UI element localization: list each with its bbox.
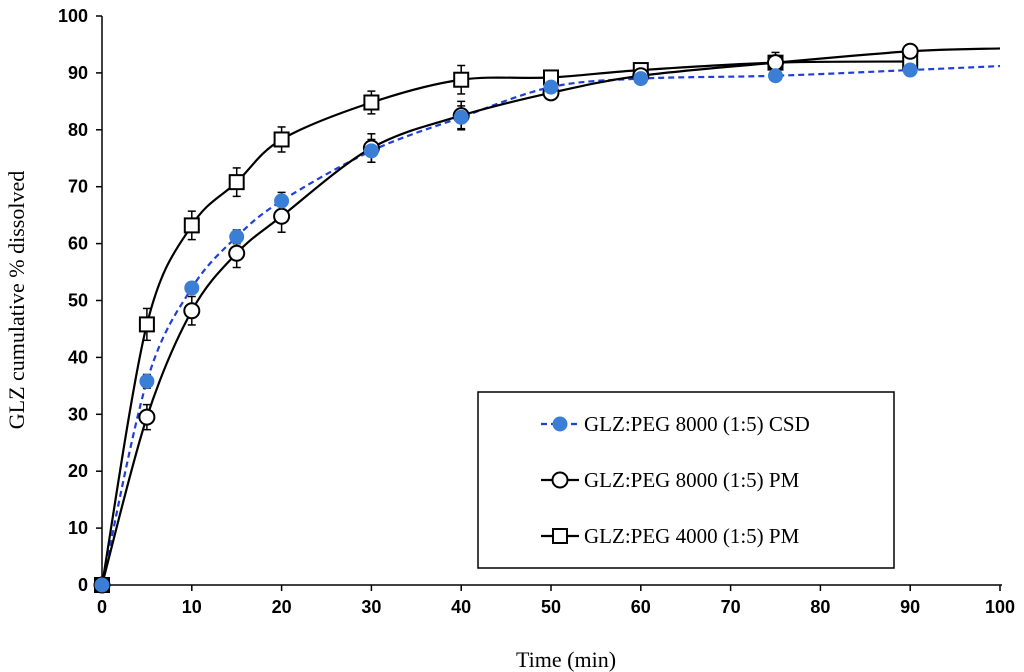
series-0-point bbox=[902, 62, 918, 78]
series-1-point bbox=[138, 408, 156, 426]
y-tick-label: 40 bbox=[68, 347, 88, 367]
y-tick-label: 60 bbox=[68, 234, 88, 254]
series-1-point bbox=[767, 54, 784, 72]
y-tick-label: 20 bbox=[68, 461, 88, 481]
series-0-point bbox=[453, 109, 469, 125]
x-tick-label: 70 bbox=[721, 597, 741, 617]
legend: GLZ:PEG 8000 (1:5) CSD GLZ:PEG 8000 (1:5… bbox=[477, 391, 895, 569]
y-tick-label: 70 bbox=[68, 177, 88, 197]
error-bars bbox=[142, 45, 915, 431]
series-1-point bbox=[228, 244, 246, 262]
series-1-point bbox=[183, 302, 201, 320]
series-0-point bbox=[229, 229, 245, 245]
legend-item-peg4000-pm: GLZ:PEG 4000 (1:5) PM bbox=[541, 524, 800, 548]
series-1-point bbox=[901, 42, 919, 60]
series-0-point bbox=[543, 79, 559, 95]
x-tick-label: 10 bbox=[182, 597, 202, 617]
series-0-point bbox=[184, 280, 200, 296]
series-2-point bbox=[363, 94, 380, 111]
series-2-point bbox=[273, 131, 290, 148]
legend-item-csd: GLZ:PEG 8000 (1:5) CSD bbox=[541, 412, 810, 436]
series-2-point bbox=[453, 71, 470, 88]
x-tick-label: 40 bbox=[451, 597, 471, 617]
series-0-point bbox=[768, 68, 783, 84]
series-2-point bbox=[228, 174, 245, 191]
y-tick-label: 90 bbox=[68, 63, 88, 83]
series-0-point bbox=[633, 71, 649, 87]
series-0-point bbox=[94, 577, 110, 593]
x-tick-label: 90 bbox=[900, 597, 920, 617]
legend-label-peg4000-pm: GLZ:PEG 4000 (1:5) PM bbox=[584, 524, 800, 548]
series-2-point bbox=[183, 217, 200, 234]
legend-marker bbox=[551, 471, 569, 489]
series-1-curve bbox=[100, 47, 1001, 586]
legend-label-peg8000-pm: GLZ:PEG 8000 (1:5) PM bbox=[584, 468, 800, 492]
y-tick-label: 0 bbox=[78, 575, 88, 595]
x-tick-label: 80 bbox=[810, 597, 830, 617]
x-axis-title: Time (min) bbox=[516, 647, 616, 672]
legend-marker bbox=[552, 416, 568, 432]
series-0-point bbox=[274, 193, 290, 209]
x-tick-label: 0 bbox=[97, 597, 107, 617]
series-0-point bbox=[139, 373, 155, 389]
y-tick-label: 50 bbox=[68, 291, 88, 311]
series-1-point bbox=[273, 207, 291, 225]
x-tick-label: 20 bbox=[272, 597, 292, 617]
legend-label-csd: GLZ:PEG 8000 (1:5) CSD bbox=[584, 412, 810, 436]
legend-item-peg8000-pm: GLZ:PEG 8000 (1:5) PM bbox=[541, 468, 800, 492]
series-2-point bbox=[138, 316, 155, 333]
x-tick-label: 100 bbox=[985, 597, 1015, 617]
data-points bbox=[93, 42, 919, 594]
y-tick-label: 80 bbox=[68, 120, 88, 140]
axes: 0 10 20 30 40 50 60 70 80 90 100 0 10 20 30 40 50 60 70 80 9… bbox=[58, 6, 1015, 617]
y-axis-title: GLZ cumulative % dissolved bbox=[4, 171, 29, 429]
y-tick-label: 10 bbox=[68, 518, 88, 538]
y-tick-label: 100 bbox=[58, 6, 88, 26]
x-tick-label: 60 bbox=[631, 597, 651, 617]
legend-marker bbox=[552, 528, 568, 544]
series-0-point bbox=[363, 143, 379, 159]
y-tick-label: 30 bbox=[68, 404, 88, 424]
x-tick-label: 30 bbox=[361, 597, 381, 617]
x-tick-label: 50 bbox=[541, 597, 561, 617]
